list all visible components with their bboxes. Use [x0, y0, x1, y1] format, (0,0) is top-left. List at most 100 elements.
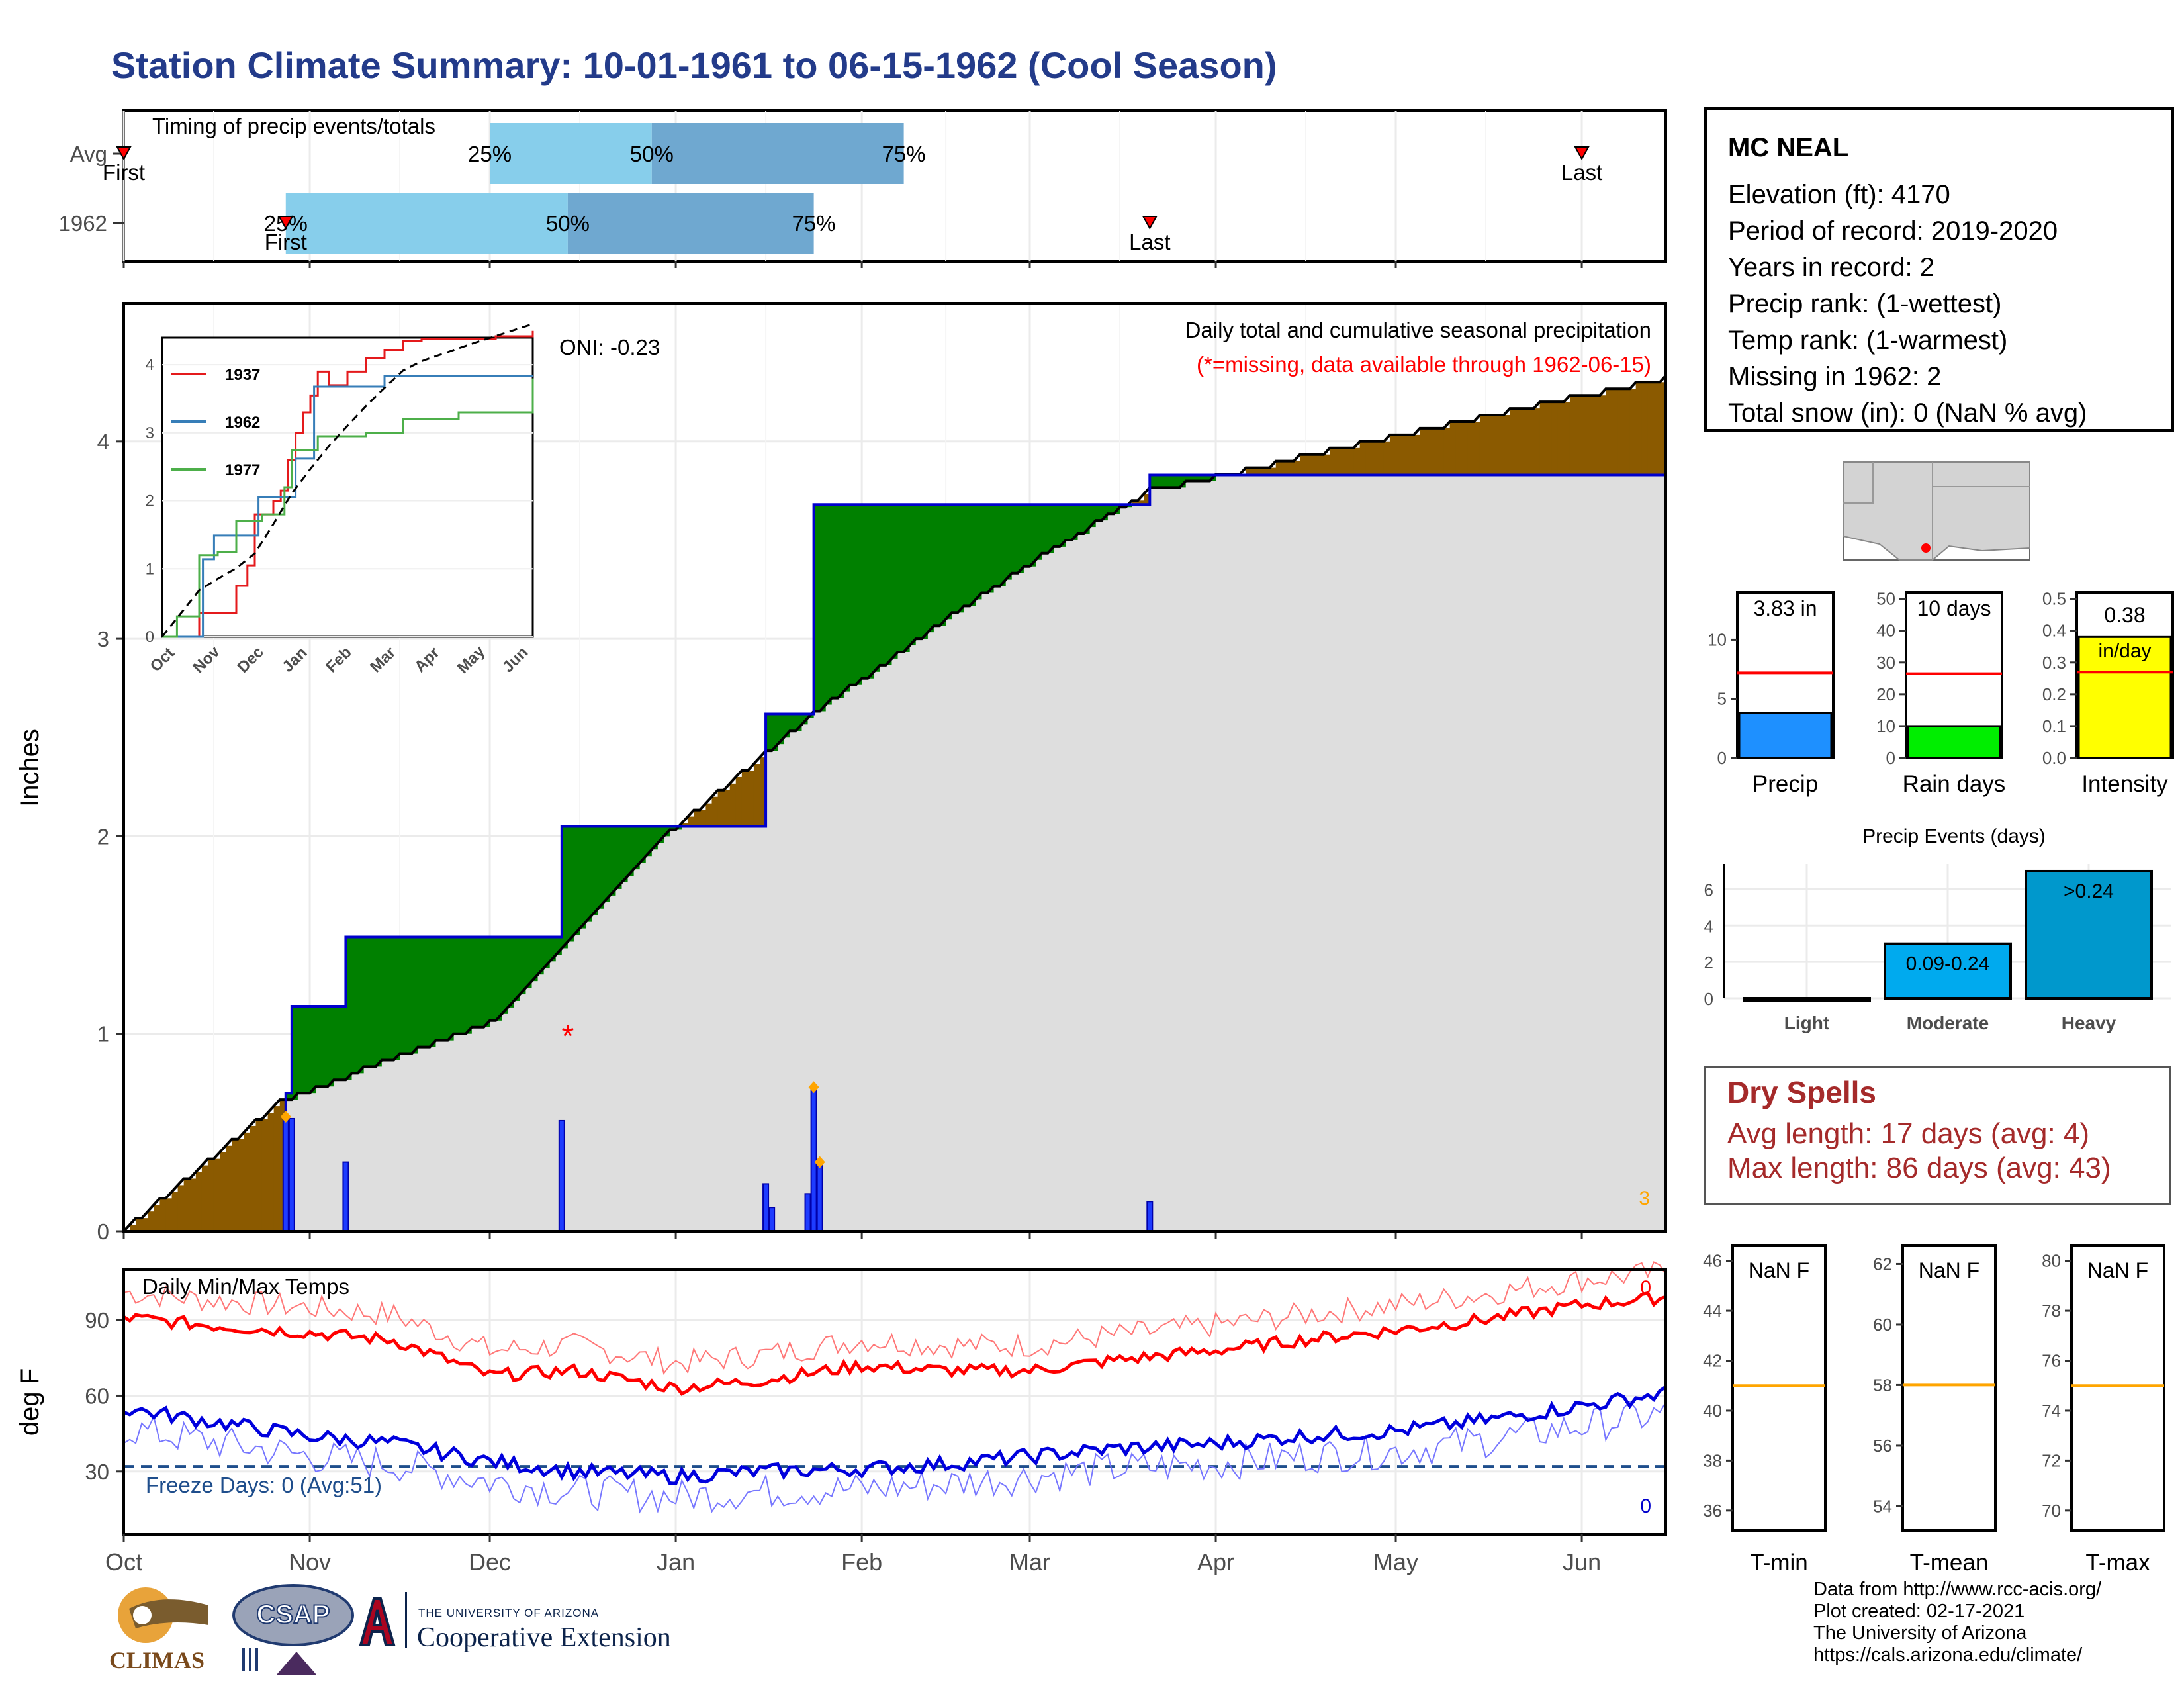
below-normal-area [711, 796, 719, 827]
below-normal-area [741, 770, 749, 827]
below-area [453, 1033, 461, 1231]
below-area [1420, 475, 1426, 1231]
inset-y-label: 2 [146, 492, 154, 510]
below-area [430, 1047, 437, 1231]
temp-summary-frame [2070, 1244, 2165, 1532]
ua-logo [359, 1597, 396, 1646]
below-area [1408, 475, 1414, 1231]
below-area [1066, 539, 1073, 1231]
below-area [1612, 475, 1619, 1231]
y-tick-label: 62 [1873, 1254, 1892, 1274]
temp-panel: 30 60 90 Daily Min/Max Temps Freeze Days: … [15, 1261, 1667, 1536]
above-normal-area [1179, 475, 1187, 488]
above-normal-area [897, 504, 905, 652]
below-normal-area [1257, 467, 1265, 475]
below-area [651, 849, 659, 1231]
below-normal-area [1533, 408, 1541, 475]
below-area [772, 751, 778, 1231]
month-label: Apr [1197, 1548, 1234, 1575]
below-area [939, 626, 946, 1231]
above-normal-area [843, 504, 850, 692]
above-normal-area [891, 504, 899, 659]
below-area [1173, 487, 1181, 1231]
above-normal-area [340, 1006, 347, 1080]
above-normal-area [406, 937, 412, 1054]
below-area [490, 1020, 496, 1231]
below-area [891, 658, 899, 1231]
y-tick-label: 54 [1873, 1496, 1892, 1516]
below-area [1023, 566, 1030, 1231]
y-tick-label: 36 [1703, 1501, 1722, 1521]
below-area [483, 1027, 490, 1231]
below-normal-area [1659, 382, 1666, 475]
below-area [297, 1093, 304, 1231]
below-area [1251, 475, 1259, 1231]
above-normal-area [946, 504, 952, 620]
temp-summary-label: T-max [2085, 1550, 2150, 1575]
below-area [1569, 475, 1576, 1231]
month-label: Dec [469, 1548, 511, 1575]
y-tick-label: 0 [1717, 748, 1727, 768]
below-normal-area [226, 1145, 232, 1231]
last-label: Last [1561, 160, 1602, 185]
below-area [310, 1093, 316, 1231]
below-area [1557, 475, 1565, 1231]
below-normal-area [1263, 467, 1271, 475]
below-area [1077, 534, 1085, 1231]
above-normal-area [490, 937, 496, 1021]
below-normal-area [1389, 434, 1396, 475]
below-area [1312, 475, 1318, 1231]
below-area [1443, 475, 1451, 1231]
month-label: Feb [841, 1548, 882, 1575]
below-normal-area [255, 1119, 263, 1231]
below-area [1594, 475, 1600, 1231]
below-area [645, 856, 653, 1231]
temp-summary-label: T-mean [1910, 1550, 1989, 1575]
below-normal-area [1612, 389, 1619, 475]
below-area [400, 1053, 406, 1231]
above-normal-area [363, 937, 371, 1067]
below-normal-area [753, 764, 760, 827]
above-normal-area [1173, 475, 1181, 488]
below-area [381, 1060, 388, 1231]
above-normal-area [964, 504, 970, 606]
last-marker [1574, 146, 1590, 161]
below-normal-area [261, 1119, 269, 1231]
below-area [801, 724, 809, 1231]
above-normal-area [502, 937, 508, 1014]
y-tick-label: 44 [1703, 1301, 1722, 1321]
below-area [784, 737, 790, 1231]
credit-line: The University of Arizona [1813, 1622, 2027, 1644]
below-normal-area [688, 816, 694, 827]
event-bar-label: 0.09-0.24 [1906, 953, 1990, 975]
above-normal-area [772, 714, 778, 751]
below-normal-area [1617, 389, 1625, 475]
below-area [351, 1073, 359, 1231]
below-area [1647, 475, 1655, 1231]
y-tick-label: 70 [2042, 1501, 2061, 1521]
above-normal-area [424, 937, 430, 1047]
above-normal-area [1083, 504, 1091, 534]
below-normal-area [1510, 408, 1516, 475]
temp-y-axis-label: deg F [15, 1368, 44, 1436]
month-label: Oct [105, 1548, 142, 1575]
below-normal-area [705, 803, 713, 827]
above-normal-area [303, 1006, 310, 1094]
below-normal-area [1641, 382, 1649, 475]
below-area [711, 826, 719, 1231]
corner-count: 3 [1639, 1188, 1650, 1209]
daily-precip-bar [768, 1207, 776, 1232]
below-normal-area [1504, 415, 1510, 475]
below-normal-area [1582, 395, 1588, 475]
inset-y-label: 1 [146, 560, 154, 578]
below-area [897, 651, 905, 1231]
temp-summary-frame [1901, 1244, 1997, 1532]
summary-label: Precip [1752, 771, 1818, 797]
below-area [543, 968, 551, 1231]
below-area [1203, 481, 1210, 1232]
daily-precip-bar [558, 1119, 565, 1233]
inset-y-label: 4 [146, 356, 154, 374]
below-area [1197, 481, 1205, 1232]
event-category-label: Heavy [2062, 1013, 2116, 1033]
